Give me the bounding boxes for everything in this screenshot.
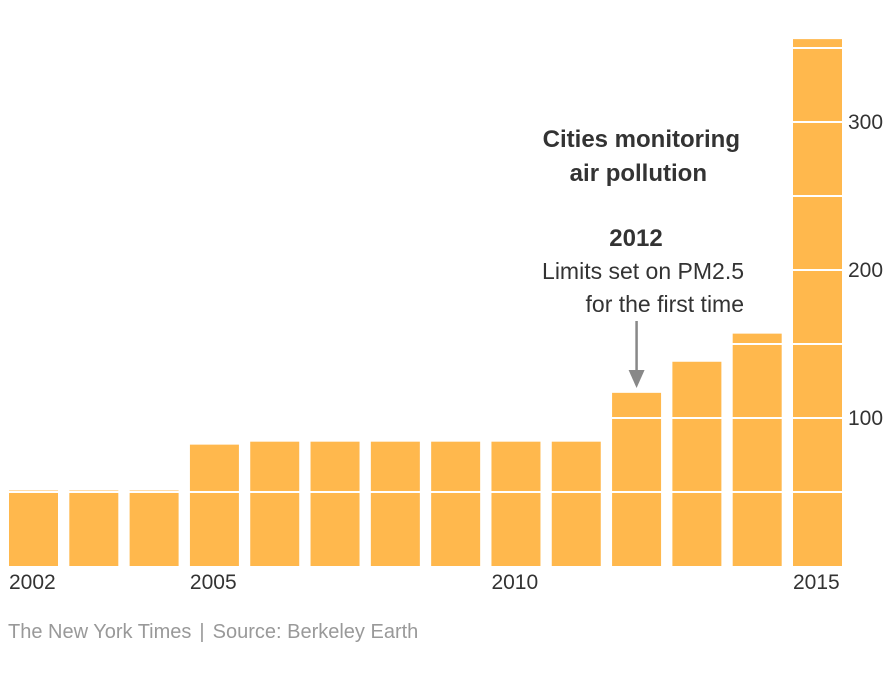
bar-2013 [672,361,722,566]
bar-2006 [250,441,300,566]
annotation-line-1: Limits set on PM2.5 [542,258,744,284]
bar-2007 [310,441,360,566]
x-axis-ticks: 2002 2005 2010 2015 [9,571,840,594]
bar-2003 [69,490,119,566]
annotation-year: 2012 [609,225,662,252]
bar-2010 [491,441,541,566]
footer-separator: | [199,621,205,643]
y-tick-label-200: 200 [848,259,883,282]
bar-2011 [551,441,601,566]
y-tick-label-100: 100 [848,407,883,430]
x-tick-label-2010: 2010 [491,571,538,594]
bar-2012 [612,392,662,566]
bar-2015 [793,39,842,567]
footer-source: Source: Berkeley Earth [212,621,419,643]
chart-footer: The New York Times | Source: Berkeley Eart… [8,621,418,644]
x-tick-label-2015: 2015 [793,571,840,594]
bars-group [9,39,842,567]
bar-2005 [189,444,239,566]
bar-2008 [370,441,420,566]
annotation-line-2: for the first time [586,291,744,317]
bar-2009 [431,441,481,566]
x-tick-label-2002: 2002 [9,571,56,594]
bar-2002 [9,490,58,566]
footer-credit: The New York Times [8,621,192,643]
bar-2004 [129,490,179,566]
annotation-arrow-head [628,370,645,388]
bar-chart: 100 200 300 2002 2005 2010 2015 Cities monito… [0,39,884,594]
bar-2014 [732,333,782,566]
annotation-arrow-icon [628,321,645,388]
gridlines-group [0,47,846,493]
x-tick-label-2005: 2005 [190,571,237,594]
chart-title-line-2: air pollution [570,160,707,187]
chart-title-line-1: Cities monitoring [543,126,740,153]
y-tick-label-300: 300 [848,111,883,134]
y-axis-ticks: 100 200 300 [848,111,883,430]
